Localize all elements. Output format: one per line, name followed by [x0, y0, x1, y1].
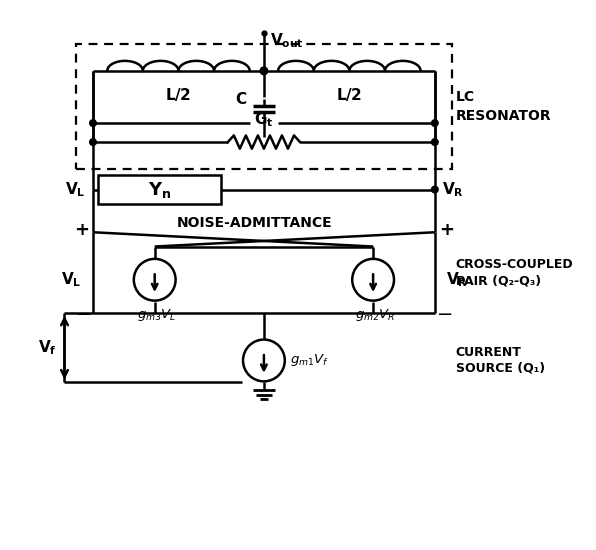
- Text: $-$: $-$: [436, 304, 452, 322]
- Circle shape: [432, 120, 438, 127]
- Circle shape: [89, 120, 97, 127]
- Text: LC
RESONATOR: LC RESONATOR: [456, 90, 551, 123]
- Text: $\mathbf{V_R}$: $\mathbf{V_R}$: [442, 180, 464, 199]
- Text: $\mathbf{Y_n}$: $\mathbf{Y_n}$: [148, 179, 171, 200]
- Text: NOISE-ADMITTANCE: NOISE-ADMITTANCE: [176, 216, 332, 230]
- Text: $\mathbf{G_t}$: $\mathbf{G_t}$: [254, 110, 274, 129]
- Text: $\mathbf{L/2}$: $\mathbf{L/2}$: [336, 86, 362, 103]
- Text: CROSS-COUPLED
PAIR (Q₂-Q₃): CROSS-COUPLED PAIR (Q₂-Q₃): [456, 258, 573, 287]
- Text: $\mathbf{C}$: $\mathbf{C}$: [235, 91, 247, 107]
- Circle shape: [432, 186, 438, 193]
- Circle shape: [432, 139, 438, 145]
- Bar: [98, 175, 221, 204]
- Text: $g_{m2}V_R$: $g_{m2}V_R$: [355, 307, 395, 323]
- Bar: [76, 44, 452, 169]
- Text: $\mathbf{V_R}$: $\mathbf{V_R}$: [446, 271, 468, 289]
- Text: $\mathbf{V_L}$: $\mathbf{V_L}$: [61, 271, 82, 289]
- Text: $g_{m3}V_L$: $g_{m3}V_L$: [137, 307, 176, 323]
- Text: CURRENT
SOURCE (Q₁): CURRENT SOURCE (Q₁): [456, 346, 545, 375]
- Circle shape: [89, 139, 97, 145]
- Text: +: +: [439, 221, 454, 239]
- Text: $g_{m1}V_f$: $g_{m1}V_f$: [290, 353, 330, 368]
- Text: +: +: [74, 221, 89, 239]
- Text: $\mathbf{V_f}$: $\mathbf{V_f}$: [38, 338, 57, 357]
- Circle shape: [260, 67, 268, 75]
- Text: $\mathbf{V_L}$: $\mathbf{V_L}$: [65, 180, 85, 199]
- Text: $\mathbf{V_{out}}$: $\mathbf{V_{out}}$: [269, 31, 303, 50]
- Text: $-$: $-$: [75, 304, 92, 322]
- Text: $\mathbf{L/2}$: $\mathbf{L/2}$: [165, 86, 191, 103]
